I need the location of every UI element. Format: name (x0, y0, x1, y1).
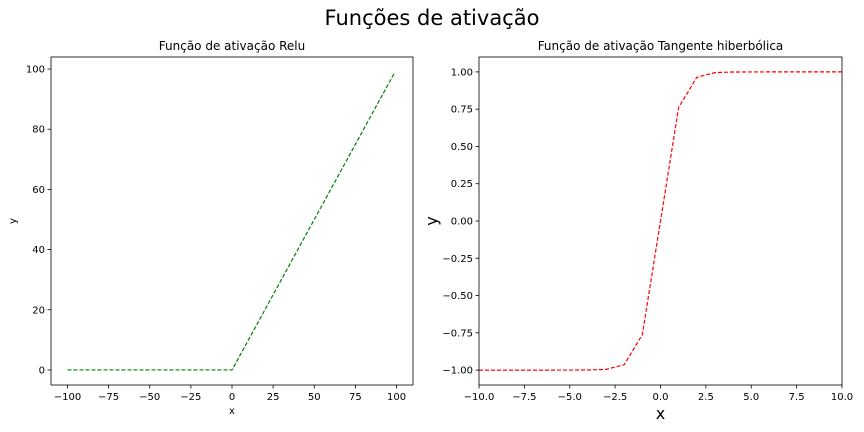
figure-title: Funções de ativação (325, 6, 540, 30)
relu-x-tick-label: −75 (98, 392, 119, 403)
relu-chart-title: Função de ativação Relu (159, 39, 305, 53)
relu-x-tick-label: 50 (308, 392, 321, 403)
tanh-x-tick-label: 5.0 (743, 392, 759, 403)
tanh-x-tick-label: 7.5 (789, 392, 805, 403)
relu-chart: Função de ativação Relu −100 −75 −50 −25 0 25 5… (8, 39, 414, 417)
tanh-series-line (479, 71, 842, 371)
tanh-x-tick-label: −5.0 (558, 392, 582, 403)
relu-x-tick-label: −100 (54, 392, 81, 403)
tanh-x-tick-label: −7.5 (512, 392, 536, 403)
tanh-x-tick-label: 2.5 (698, 392, 714, 403)
relu-x-tick-label: −50 (139, 392, 160, 403)
relu-x-tick-label: 100 (387, 392, 406, 403)
tanh-x-tick-label: 10.0 (831, 392, 853, 403)
relu-x-tick-label: −25 (180, 392, 201, 403)
tanh-y-tick-label: −0.25 (442, 254, 473, 265)
relu-x-axis-label: x (229, 406, 235, 417)
tanh-chart: Função de ativação Tangente hiberbólica −… (422, 39, 853, 423)
tanh-chart-title: Função de ativação Tangente hiberbólica (538, 39, 784, 53)
tanh-x-tick-label: −2.5 (603, 392, 627, 403)
relu-y-tick-label: 20 (32, 305, 45, 316)
tanh-x-tick-label: −10.0 (464, 392, 495, 403)
relu-y-tick-label: 100 (26, 65, 45, 76)
relu-y-tick-label: 60 (32, 185, 45, 196)
relu-y-tick-label: 40 (32, 245, 45, 256)
relu-y-axis-label: y (8, 218, 19, 224)
relu-series-line (67, 71, 396, 371)
relu-x-tick-label: 0 (229, 392, 235, 403)
relu-y-tick-label: 0 (39, 365, 45, 376)
relu-axes-frame (50, 56, 414, 386)
tanh-y-tick-label: −1.00 (442, 366, 473, 377)
relu-x-tick-label: 75 (349, 392, 362, 403)
tanh-x-axis-label: x (656, 404, 665, 423)
relu-y-tick-label: 80 (32, 125, 45, 136)
tanh-y-axis-label: y (422, 216, 441, 225)
tanh-y-tick-label: 0.50 (451, 142, 473, 153)
tanh-y-tick-label: 1.00 (451, 67, 473, 78)
relu-x-tick-label: 25 (267, 392, 280, 403)
tanh-y-tick-label: −0.50 (442, 291, 473, 302)
tanh-y-tick-label: 0.00 (451, 217, 473, 228)
tanh-y-tick-label: −0.75 (442, 328, 473, 339)
tanh-y-tick-label: 0.25 (451, 179, 473, 190)
tanh-y-tick-label: 0.75 (451, 105, 473, 116)
tanh-x-tick-label: 0.0 (653, 392, 669, 403)
